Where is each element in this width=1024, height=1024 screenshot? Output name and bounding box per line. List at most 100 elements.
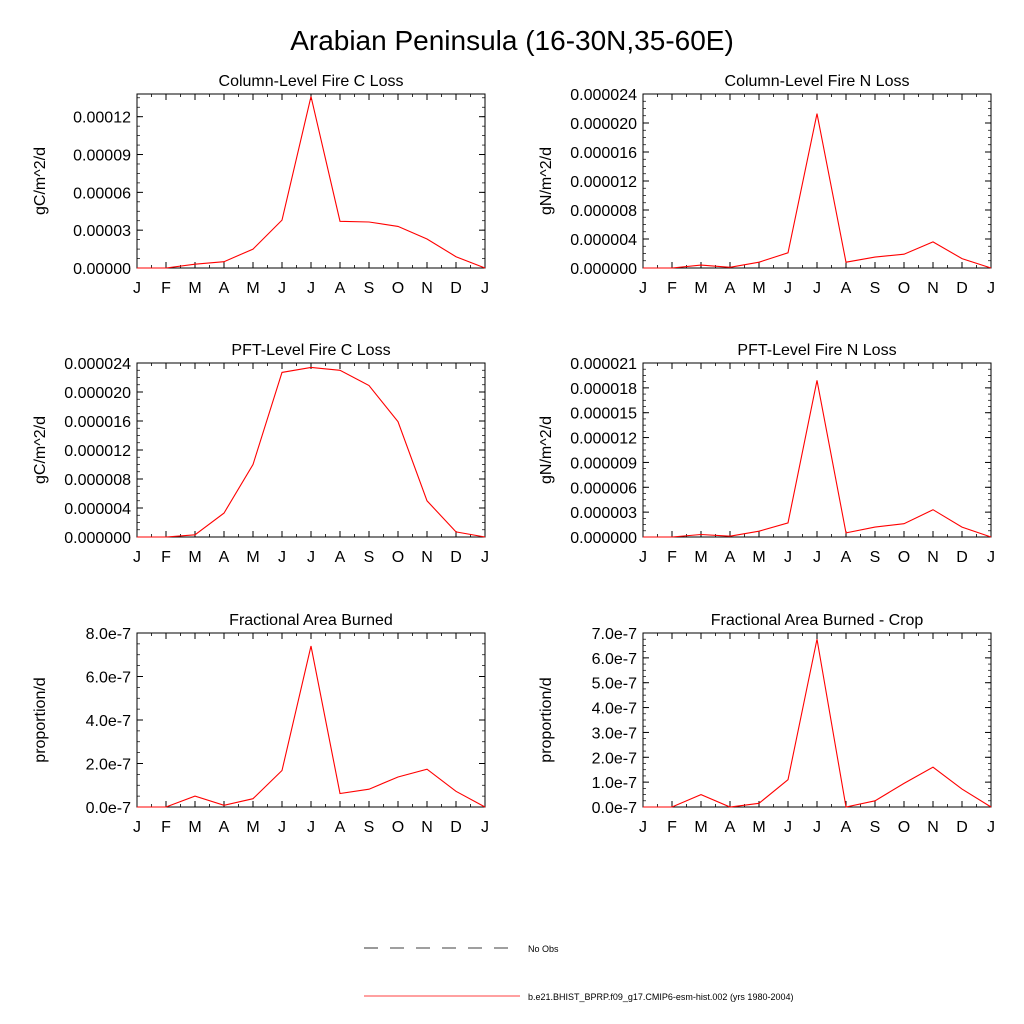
x-tick-label: F	[667, 819, 677, 836]
x-tick-label: J	[307, 819, 315, 836]
panel-title: Column-Level Fire N Loss	[725, 73, 910, 90]
y-tick-label: 4.0e-7	[86, 713, 131, 730]
y-tick-label: 0.000003	[570, 505, 637, 522]
x-tick-label: O	[392, 280, 404, 297]
y-tick-label: 0.000009	[570, 455, 637, 472]
series-line	[137, 366, 486, 538]
x-tick-label: O	[392, 549, 404, 566]
x-tick-label: J	[987, 819, 995, 836]
x-tick-label: M	[694, 280, 707, 297]
x-tick-label: A	[725, 819, 736, 836]
x-tick-label: J	[784, 549, 792, 566]
x-tick-label: O	[898, 549, 910, 566]
x-tick-label: J	[784, 280, 792, 297]
y-axis-label: gN/m^2/d	[538, 416, 555, 484]
panel-title: PFT-Level Fire N Loss	[737, 342, 896, 359]
legend: No Obs b.e21.BHIST_BPRP.f09_g17.CMIP6-es…	[364, 944, 793, 1002]
x-tick-label: A	[725, 549, 736, 566]
x-tick-label: N	[927, 280, 939, 297]
x-tick-label: N	[421, 819, 433, 836]
y-tick-label: 6.0e-7	[592, 651, 637, 668]
x-tick-label: J	[133, 819, 141, 836]
x-tick-label: A	[219, 819, 230, 836]
x-tick-label: M	[752, 549, 765, 566]
x-tick-label: S	[364, 819, 375, 836]
x-tick-label: S	[364, 549, 375, 566]
legend-label-no-obs: No Obs	[528, 944, 559, 954]
x-tick-label: A	[725, 280, 736, 297]
x-tick-label: J	[481, 549, 489, 566]
panel-title: Fractional Area Burned - Crop	[711, 612, 924, 629]
y-axis-label: gN/m^2/d	[538, 147, 555, 215]
y-tick-label: 0.00006	[73, 185, 131, 202]
x-tick-label: S	[870, 819, 881, 836]
y-tick-label: 8.0e-7	[86, 626, 131, 643]
y-tick-label: 0.00009	[73, 148, 131, 165]
plot-frame	[136, 362, 486, 538]
x-tick-label: M	[694, 819, 707, 836]
y-tick-label: 0.000024	[570, 87, 637, 104]
legend-item-no-obs: No Obs	[364, 944, 559, 954]
x-tick-label: O	[392, 819, 404, 836]
y-tick-label: 0.000000	[64, 530, 131, 547]
x-tick-label: J	[813, 819, 821, 836]
x-tick-label: D	[450, 819, 462, 836]
x-tick-label: A	[841, 819, 852, 836]
x-tick-label: M	[246, 549, 259, 566]
x-tick-label: S	[870, 549, 881, 566]
y-tick-label: 0.000015	[570, 406, 637, 423]
series-line	[137, 96, 486, 269]
x-tick-label: J	[481, 280, 489, 297]
y-tick-label: 0.000000	[570, 530, 637, 547]
x-tick-label: J	[481, 819, 489, 836]
plot-frame	[136, 632, 486, 808]
y-tick-label: 0.000020	[570, 116, 637, 133]
x-tick-label: F	[667, 549, 677, 566]
x-tick-label: M	[188, 819, 201, 836]
x-tick-label: D	[956, 549, 968, 566]
y-axis-label: proportion/d	[32, 677, 49, 762]
x-tick-label: F	[161, 549, 171, 566]
y-axis-label: gC/m^2/d	[32, 147, 49, 215]
y-tick-label: 0.000016	[64, 414, 131, 431]
y-tick-label: 5.0e-7	[592, 676, 637, 693]
panel-title: Fractional Area Burned	[229, 612, 393, 629]
y-tick-label: 2.0e-7	[86, 757, 131, 774]
x-tick-label: A	[219, 280, 230, 297]
panel-title: PFT-Level Fire C Loss	[231, 342, 390, 359]
x-tick-label: M	[188, 549, 201, 566]
x-tick-label: J	[639, 819, 647, 836]
x-tick-label: O	[898, 819, 910, 836]
x-tick-label: A	[335, 549, 346, 566]
y-tick-label: 0.000008	[64, 472, 131, 489]
y-tick-label: 0.000020	[64, 385, 131, 402]
x-tick-label: A	[219, 549, 230, 566]
x-tick-label: D	[450, 549, 462, 566]
y-tick-label: 0.000006	[570, 480, 637, 497]
x-tick-label: D	[956, 819, 968, 836]
y-tick-label: 0.000008	[570, 203, 637, 220]
x-tick-label: A	[841, 549, 852, 566]
y-tick-label: 0.000004	[64, 501, 131, 518]
x-tick-label: A	[335, 819, 346, 836]
x-tick-label: S	[870, 280, 881, 297]
x-tick-label: N	[927, 819, 939, 836]
y-tick-label: 6.0e-7	[86, 670, 131, 687]
x-tick-label: J	[639, 280, 647, 297]
x-tick-label: S	[364, 280, 375, 297]
y-tick-label: 0.000024	[64, 356, 131, 373]
plot-frame	[642, 632, 992, 808]
y-tick-label: 0.0e-7	[86, 800, 131, 817]
y-tick-label: 0.0e-7	[592, 800, 637, 817]
y-tick-label: 0.000012	[570, 174, 637, 191]
y-axis-label: gC/m^2/d	[32, 416, 49, 484]
x-tick-label: F	[161, 819, 171, 836]
x-tick-label: O	[898, 280, 910, 297]
series-line	[643, 639, 992, 808]
legend-item-model: b.e21.BHIST_BPRP.f09_g17.CMIP6-esm-hist.…	[364, 992, 793, 1002]
legend-label-model: b.e21.BHIST_BPRP.f09_g17.CMIP6-esm-hist.…	[528, 992, 793, 1002]
